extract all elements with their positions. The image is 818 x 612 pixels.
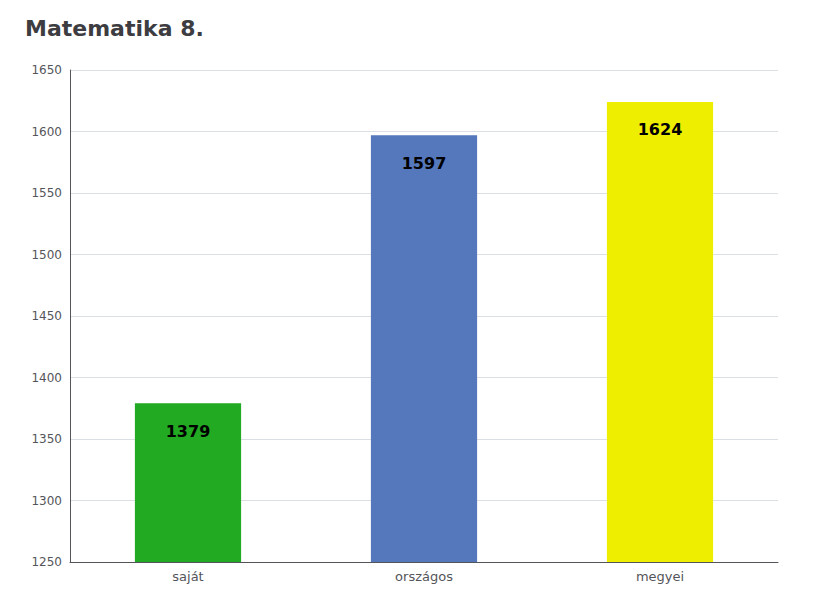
- svg-text:1400: 1400: [31, 371, 62, 385]
- svg-text:saját: saját: [172, 569, 203, 584]
- svg-text:1597: 1597: [402, 154, 447, 173]
- svg-text:1300: 1300: [31, 494, 62, 508]
- svg-text:1450: 1450: [31, 309, 62, 323]
- svg-text:1500: 1500: [31, 248, 62, 262]
- svg-text:1550: 1550: [31, 186, 62, 200]
- svg-text:1350: 1350: [31, 432, 62, 446]
- svg-text:1379: 1379: [166, 422, 211, 441]
- svg-text:1600: 1600: [31, 125, 62, 139]
- svg-text:Matematika 8.: Matematika 8.: [25, 16, 204, 41]
- svg-text:1624: 1624: [638, 120, 683, 139]
- svg-text:megyei: megyei: [636, 569, 684, 584]
- svg-text:1650: 1650: [31, 63, 62, 77]
- svg-text:1250: 1250: [31, 555, 62, 569]
- svg-text:országos: országos: [395, 569, 453, 584]
